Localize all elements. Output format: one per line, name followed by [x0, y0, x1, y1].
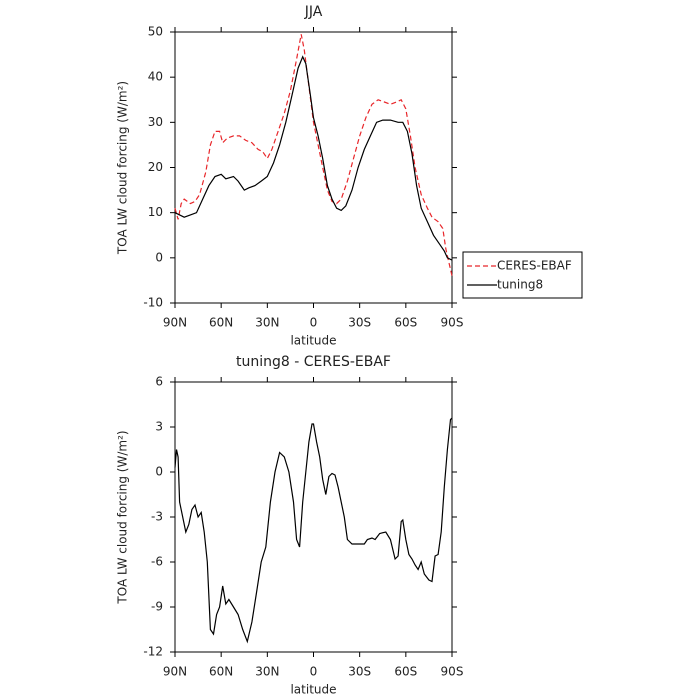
- y-tick-label: 10: [148, 205, 163, 219]
- x-tick-label: 90N: [163, 665, 187, 679]
- y-tick-label: 0: [155, 250, 163, 264]
- x-tick-label: 60N: [209, 316, 233, 330]
- y-tick-label: -12: [143, 645, 163, 659]
- chart-title: tuning8 - CERES-EBAF: [236, 354, 391, 370]
- x-tick-label: 90N: [163, 316, 187, 330]
- x-tick-label: 30N: [255, 665, 279, 679]
- data-line: [174, 55, 453, 261]
- legend: CERES-EBAF tuning8: [462, 251, 583, 299]
- legend-label: tuning8: [497, 278, 543, 292]
- x-tick-label: 60N: [209, 665, 233, 679]
- x-tick-label: 60S: [394, 665, 417, 679]
- y-tick-label: 40: [148, 70, 163, 84]
- y-tick-label: 3: [155, 420, 163, 434]
- x-tick-label: 30S: [348, 316, 371, 330]
- plot-frame: [174, 381, 453, 653]
- y-axis-label: TOA LW cloud forcing (W/m²): [116, 430, 130, 604]
- y-tick-label: -10: [143, 296, 163, 310]
- x-tick-label: 30S: [348, 665, 371, 679]
- y-tick-label: -9: [151, 600, 163, 614]
- x-axis-label: latitude: [290, 334, 336, 348]
- y-tick-label: 6: [155, 375, 163, 389]
- x-tick-label: 90S: [441, 665, 464, 679]
- y-tick-label: -3: [151, 510, 163, 524]
- x-tick-label: 60S: [394, 316, 417, 330]
- x-tick-label: 30N: [255, 316, 279, 330]
- legend-box: [462, 251, 583, 299]
- x-tick-label: 0: [310, 316, 318, 330]
- legend-label: CERES-EBAF: [497, 259, 572, 273]
- x-tick-label: 0: [310, 665, 318, 679]
- y-tick-label: 50: [148, 25, 163, 39]
- x-axis-label: latitude: [290, 683, 336, 697]
- y-tick-label: 20: [148, 160, 163, 174]
- plot-frame: [174, 31, 453, 304]
- y-tick-label: 0: [155, 465, 163, 479]
- y-axis-label: TOA LW cloud forcing (W/m²): [116, 81, 130, 255]
- y-tick-label: -6: [151, 555, 163, 569]
- x-tick-label: 90S: [441, 316, 464, 330]
- chart-title: JJA: [304, 4, 323, 20]
- data-line: [174, 34, 453, 277]
- data-line: [174, 417, 453, 644]
- y-tick-label: 30: [148, 115, 163, 129]
